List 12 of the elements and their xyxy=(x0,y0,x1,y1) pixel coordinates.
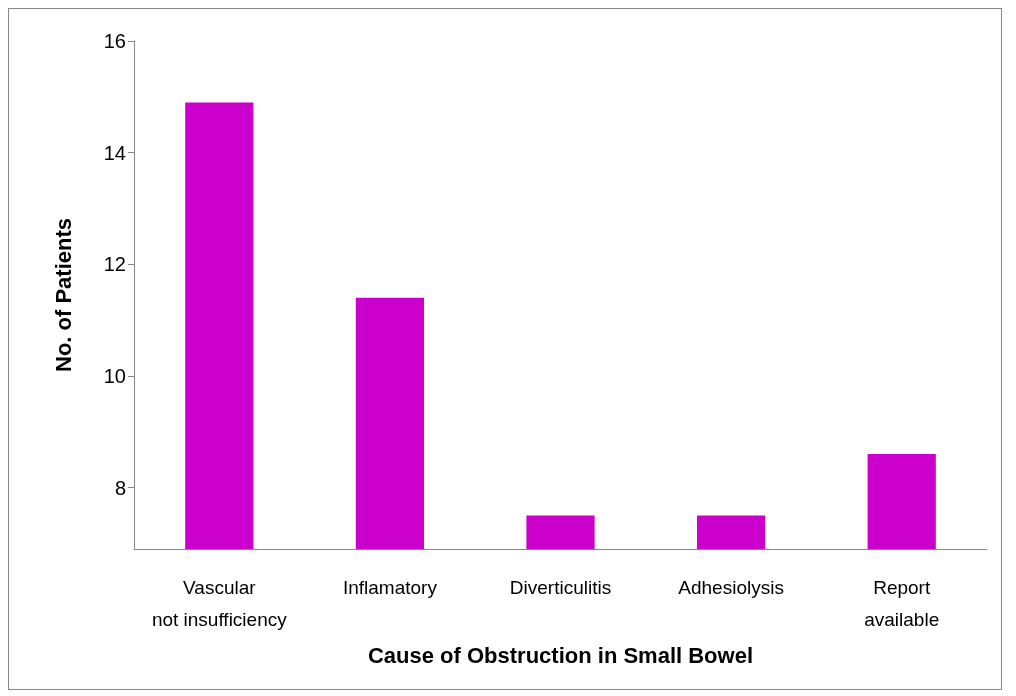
x-tick-label: Adhesiolysis xyxy=(678,576,784,598)
y-tick-label: 12 xyxy=(103,253,126,276)
y-tick-label: 8 xyxy=(114,476,126,499)
x-tick-label: Vascular not insufficiency xyxy=(151,576,288,630)
y-tick-label: 14 xyxy=(103,141,126,164)
x-tick-label: Diverticulitis xyxy=(509,576,612,598)
y-tick-label: 10 xyxy=(103,364,126,387)
x-axis-title: Cause of Obstruction in Small Bowel xyxy=(367,642,754,668)
y-tick-label: 16 xyxy=(103,30,126,52)
x-tick-label: Report available xyxy=(864,576,940,630)
x-tick-label: Inflamatory xyxy=(342,576,438,598)
y-axis-title: No. of Patients xyxy=(50,217,76,373)
